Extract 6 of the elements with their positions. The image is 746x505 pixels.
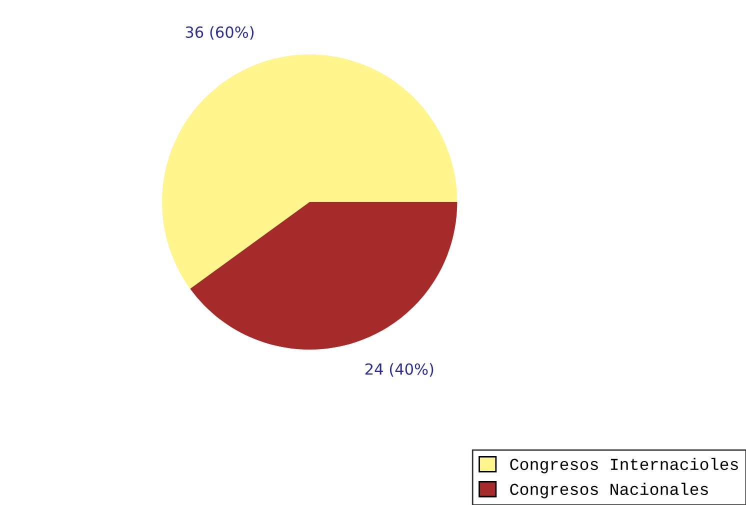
pie-slice (162, 54, 458, 289)
data-label: 36 (60%) (186, 26, 254, 40)
legend-label: Congresos Internacioles (510, 458, 738, 474)
pie-slice (190, 202, 458, 350)
data-label: 24 (40%) (365, 363, 434, 377)
legend-label: Congresos Nacionales (510, 482, 708, 498)
